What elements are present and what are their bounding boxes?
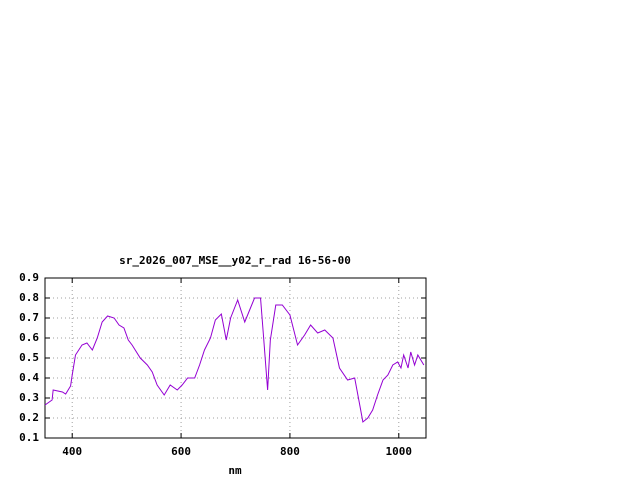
y-tick-label: 0.2 [19, 411, 39, 424]
y-tick-label: 0.6 [19, 331, 39, 344]
y-tick-label: 0.5 [19, 351, 39, 364]
y-tick-label: 0.4 [19, 371, 39, 384]
y-tick-label: 0.1 [19, 431, 39, 444]
x-tick-label: 600 [171, 445, 191, 458]
chart-title: sr_2026_007_MSE__y02_r_rad 16-56-00 [119, 254, 351, 267]
y-tick-label: 0.3 [19, 391, 39, 404]
x-tick-label: 800 [280, 445, 300, 458]
y-tick-label: 0.7 [19, 311, 39, 324]
y-tick-label: 0.8 [19, 291, 39, 304]
x-tick-label: 1000 [386, 445, 413, 458]
y-tick-label: 0.9 [19, 271, 39, 284]
x-tick-label: 400 [62, 445, 82, 458]
plot-border [44, 277, 427, 439]
x-axis-label: nm [228, 464, 242, 477]
data-line [44, 297, 425, 423]
